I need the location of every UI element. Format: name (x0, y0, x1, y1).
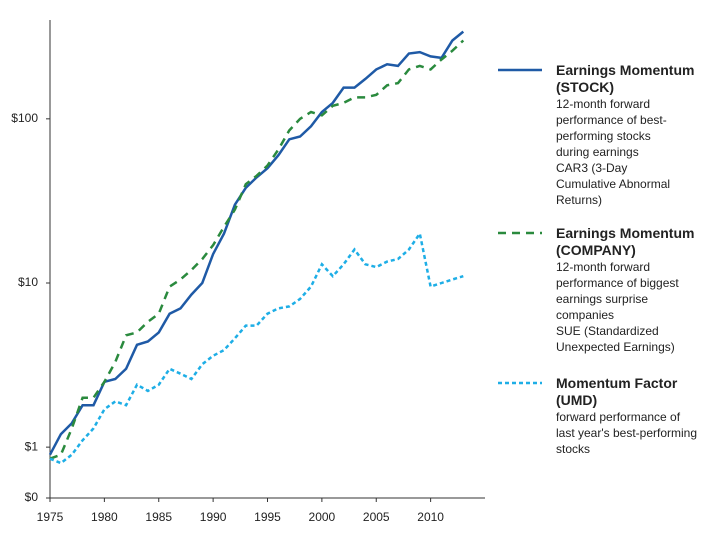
x-tick-label: 1975 (37, 510, 64, 524)
x-tick-label: 1985 (145, 510, 172, 524)
legend-description: forward performance of (556, 410, 681, 424)
legend-name: Earnings Momentum (STOCK) (556, 62, 695, 95)
series-line (49, 230, 464, 465)
x-tick-label: 1990 (200, 510, 227, 524)
legend-description: Returns) (556, 193, 603, 207)
x-tick-label: 2000 (309, 510, 336, 524)
series-line (48, 30, 465, 456)
series-line (49, 39, 465, 460)
legend-description: Unexpected Earnings) (556, 340, 675, 354)
legend-entry: Earnings Momentum (COMPANY) 12-month forw… (556, 225, 721, 355)
y-tick-label: $10 (18, 275, 38, 289)
legend-description: 12-month forward (556, 97, 651, 111)
legend-description: performance of best- (556, 113, 667, 127)
x-tick-label: 2005 (363, 510, 390, 524)
legend-description: SUE (Standardized (556, 324, 659, 338)
legend-description: earnings surprise (556, 292, 649, 306)
y-tick-label: $0 (25, 490, 39, 504)
x-tick-label: 2010 (417, 510, 444, 524)
legend-description: performing stocks (556, 129, 651, 143)
legend-entry: Momentum Factor (UMD) forward performance… (556, 375, 721, 457)
legend-description: performance of biggest (556, 276, 679, 290)
legend-name: Earnings Momentum (COMPANY) (556, 225, 695, 258)
legend-description: during earnings (556, 145, 639, 159)
y-tick-label: $1 (25, 439, 39, 453)
legend-description: CAR3 (3-Day (556, 161, 628, 175)
legend-description: companies (556, 308, 615, 322)
legend-description: last year's best-performing (556, 426, 698, 440)
legend-entry: Earnings Momentum (STOCK) 12-month forwar… (556, 62, 721, 208)
y-tick-label: $100 (11, 111, 38, 125)
legend-name: Momentum Factor (UMD) (556, 375, 678, 408)
x-tick-label: 1980 (91, 510, 118, 524)
legend-description: Cumulative Abnormal (556, 177, 671, 191)
x-tick-label: 1995 (254, 510, 281, 524)
legend-description: stocks (556, 442, 591, 456)
legend-description: 12-month forward (556, 260, 651, 274)
